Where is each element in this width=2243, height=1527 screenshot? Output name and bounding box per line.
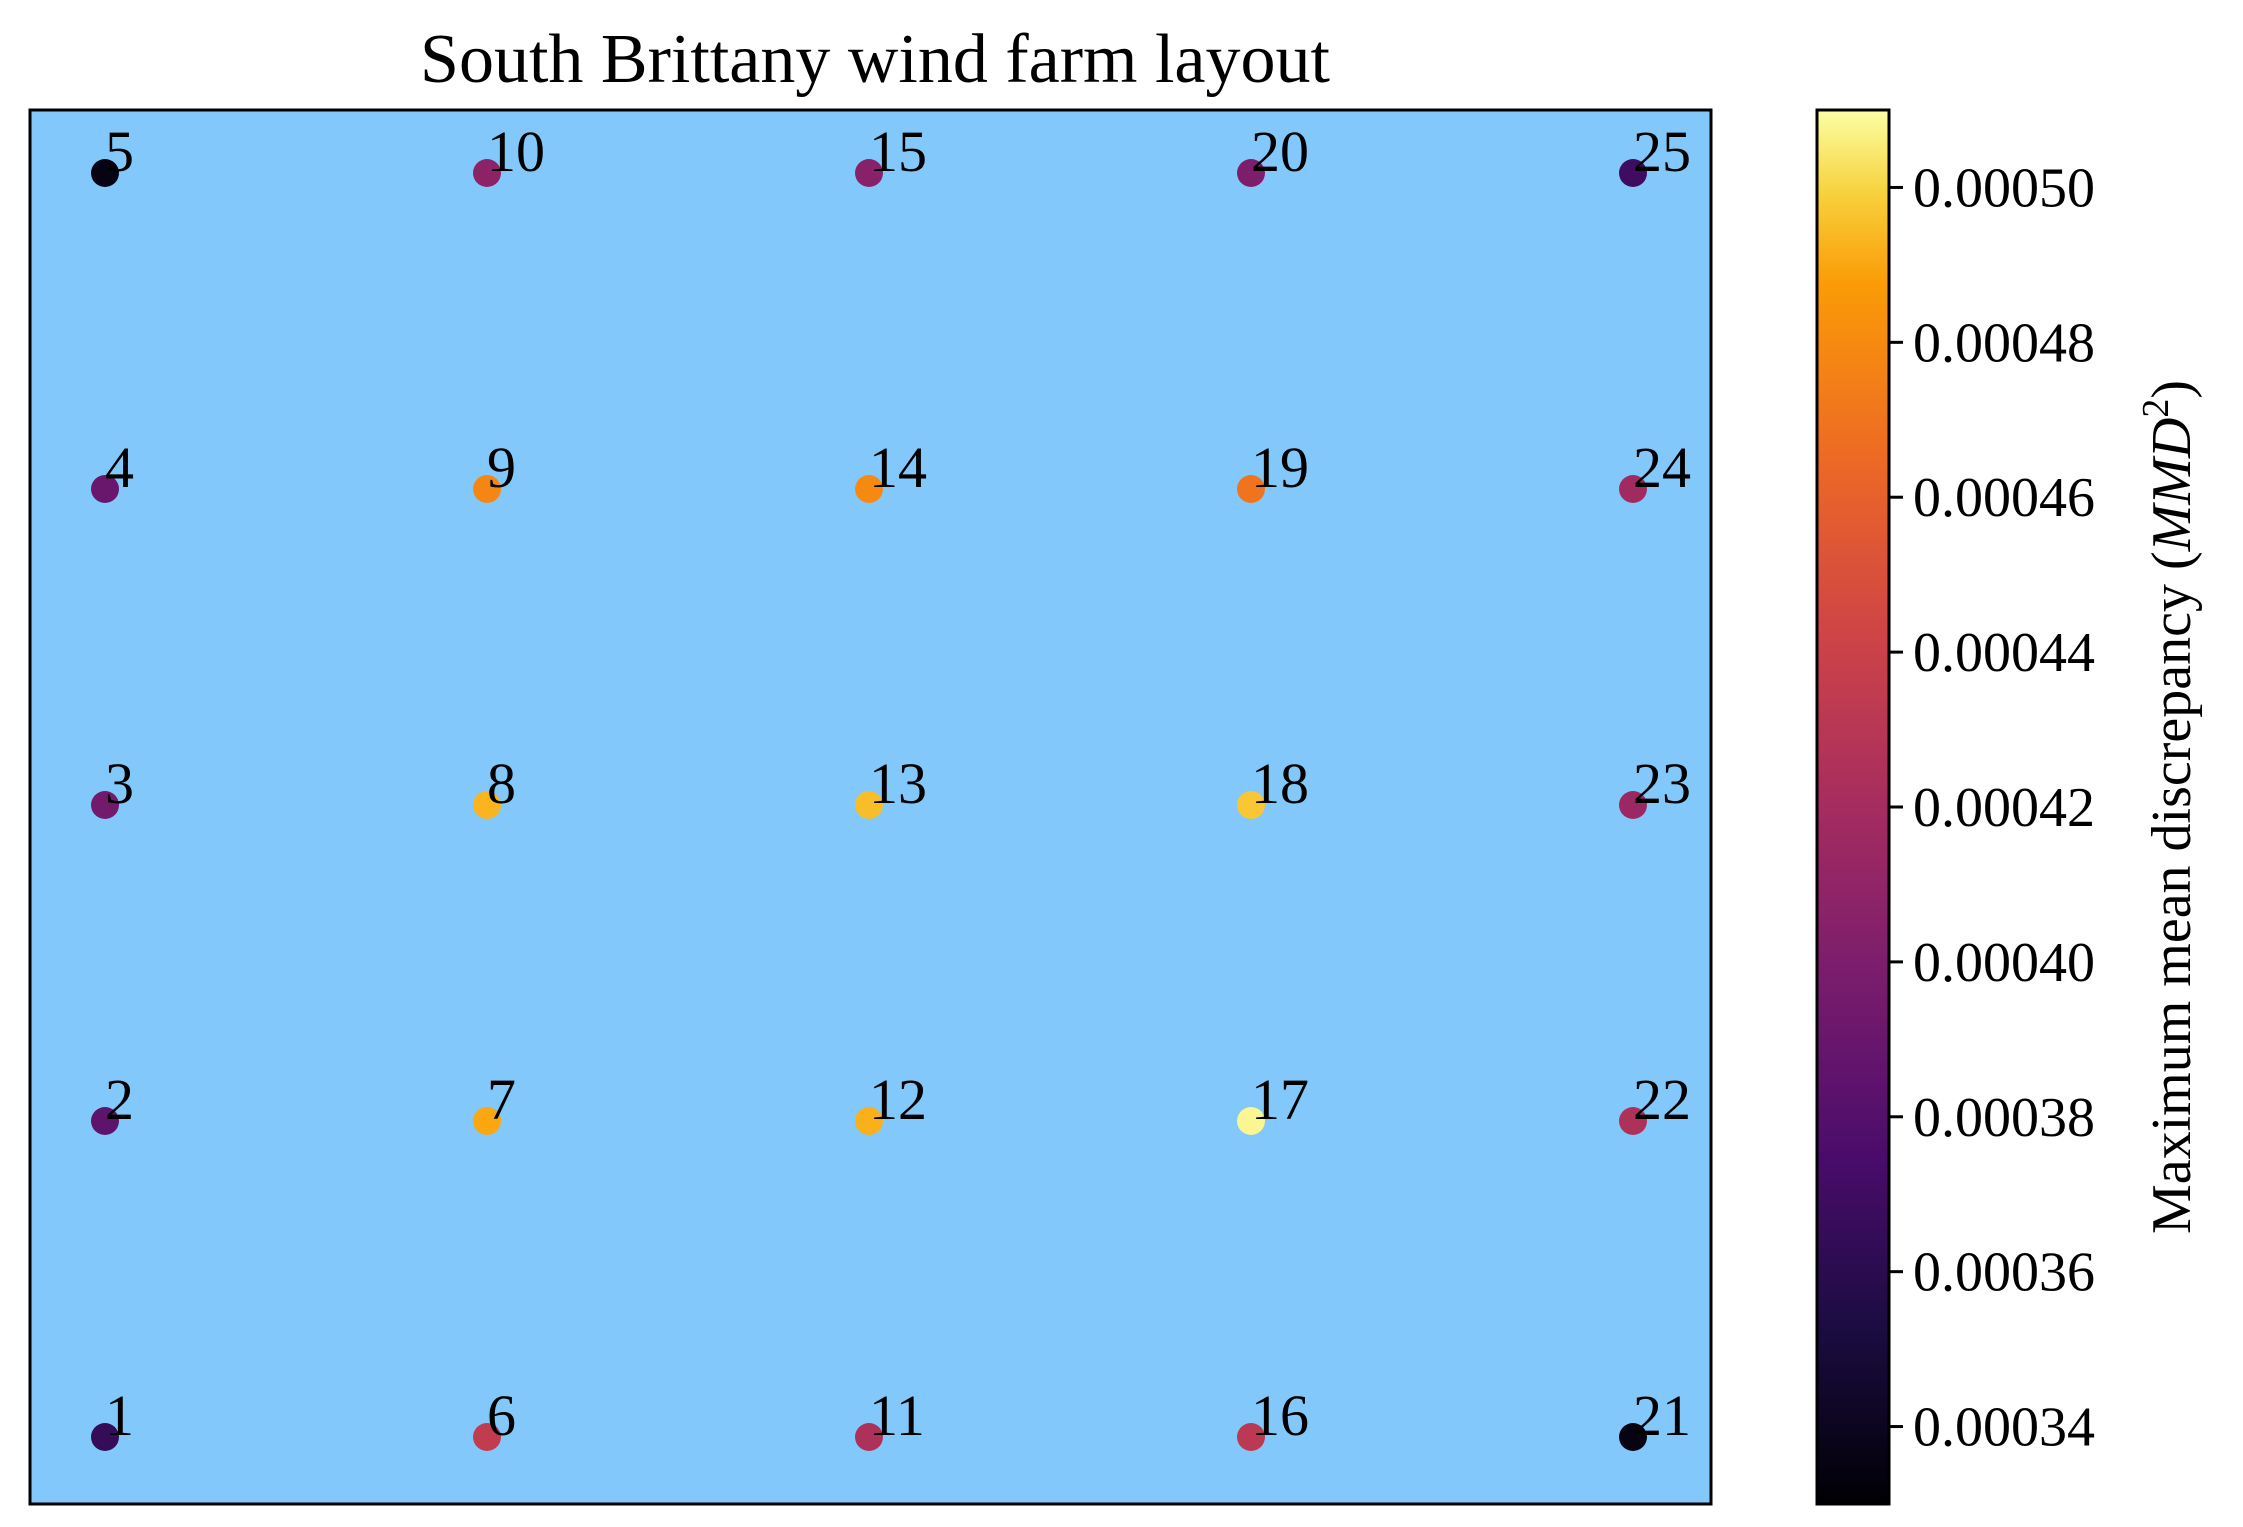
turbine-point-13 xyxy=(855,791,883,819)
turbine-label-19: 19 xyxy=(1251,435,1309,500)
turbine-label-9: 9 xyxy=(487,435,516,500)
turbine-label-21: 21 xyxy=(1633,1383,1691,1448)
colorbar-label-prefix: Maximum mean discrepancy ( xyxy=(2141,551,2203,1234)
colorbar-label-suffix: ) xyxy=(2141,380,2203,399)
turbine-label-2: 2 xyxy=(105,1067,134,1132)
colorbar-ticks: 0.00034 0.00036 0.00038 0.00040 0.00042 0.000… xyxy=(1889,157,2095,1459)
turbine-point-3 xyxy=(91,791,119,819)
turbine-point-2 xyxy=(91,1107,119,1135)
turbine-label-17: 17 xyxy=(1251,1067,1309,1132)
turbine-label-23: 23 xyxy=(1633,751,1691,816)
turbine-label-10: 10 xyxy=(487,119,545,184)
turbine-label-13: 13 xyxy=(869,751,927,816)
turbine-point-11 xyxy=(855,1423,883,1451)
turbine-point-10 xyxy=(473,159,501,187)
turbine-point-18 xyxy=(1237,791,1265,819)
turbine-label-18: 18 xyxy=(1251,751,1309,816)
turbine-point-4 xyxy=(91,475,119,503)
colorbar-tick-label: 0.00034 xyxy=(1913,1397,2095,1459)
colorbar-tick-label: 0.00046 xyxy=(1913,467,2095,529)
turbine-label-6: 6 xyxy=(487,1383,516,1448)
turbine-label-4: 4 xyxy=(105,435,134,500)
turbine-label-16: 16 xyxy=(1251,1383,1309,1448)
colorbar-tick-label: 0.00040 xyxy=(1913,932,2095,994)
turbine-label-12: 12 xyxy=(869,1067,927,1132)
turbine-label-15: 15 xyxy=(869,119,927,184)
turbine-points xyxy=(91,159,1647,1451)
turbine-label-24: 24 xyxy=(1633,435,1691,500)
colorbar-tick-label: 0.00050 xyxy=(1913,157,2095,219)
turbine-point-7 xyxy=(473,1107,501,1135)
turbine-point-8 xyxy=(473,791,501,819)
turbine-label-20: 20 xyxy=(1251,119,1309,184)
turbine-point-16 xyxy=(1237,1423,1265,1451)
colorbar-label-var: MMD xyxy=(2141,418,2203,553)
turbine-label-14: 14 xyxy=(869,435,927,500)
turbine-label-1: 1 xyxy=(105,1383,134,1448)
colorbar-label-sup: 2 xyxy=(2135,399,2177,418)
chart-title: South Brittany wind farm layout xyxy=(420,21,1330,98)
turbine-point-9 xyxy=(473,475,501,503)
colorbar-tick-label: 0.00042 xyxy=(1913,777,2095,839)
turbine-point-22 xyxy=(1619,1107,1647,1135)
turbine-label-11: 11 xyxy=(869,1383,925,1448)
colorbar-label: Maximum mean discrepancy (MMD2) xyxy=(2135,380,2203,1234)
turbine-point-1 xyxy=(91,1423,119,1451)
turbine-point-5 xyxy=(91,159,119,187)
colorbar-tick-label: 0.00048 xyxy=(1913,312,2095,374)
turbine-point-19 xyxy=(1237,475,1265,503)
turbine-point-14 xyxy=(855,475,883,503)
colorbar-tick-label: 0.00036 xyxy=(1913,1242,2095,1304)
turbine-labels: 1234567891011121314151617181920212223242… xyxy=(105,119,1691,1448)
turbine-label-7: 7 xyxy=(487,1067,516,1132)
turbine-label-5: 5 xyxy=(105,119,134,184)
turbine-label-3: 3 xyxy=(105,751,134,816)
colorbar xyxy=(1815,108,1891,1506)
colorbar-tick-label: 0.00038 xyxy=(1913,1087,2095,1149)
turbine-point-6 xyxy=(473,1423,501,1451)
turbine-point-15 xyxy=(855,159,883,187)
turbine-point-20 xyxy=(1237,159,1265,187)
turbine-label-8: 8 xyxy=(487,751,516,816)
turbine-point-17 xyxy=(1237,1107,1265,1135)
turbine-point-23 xyxy=(1619,791,1647,819)
turbine-label-25: 25 xyxy=(1633,119,1691,184)
turbine-point-21 xyxy=(1619,1423,1647,1451)
turbine-point-24 xyxy=(1619,475,1647,503)
turbine-point-25 xyxy=(1619,159,1647,187)
colorbar-tick-label: 0.00044 xyxy=(1913,622,2095,684)
turbine-point-12 xyxy=(855,1107,883,1135)
turbine-label-22: 22 xyxy=(1633,1067,1691,1132)
